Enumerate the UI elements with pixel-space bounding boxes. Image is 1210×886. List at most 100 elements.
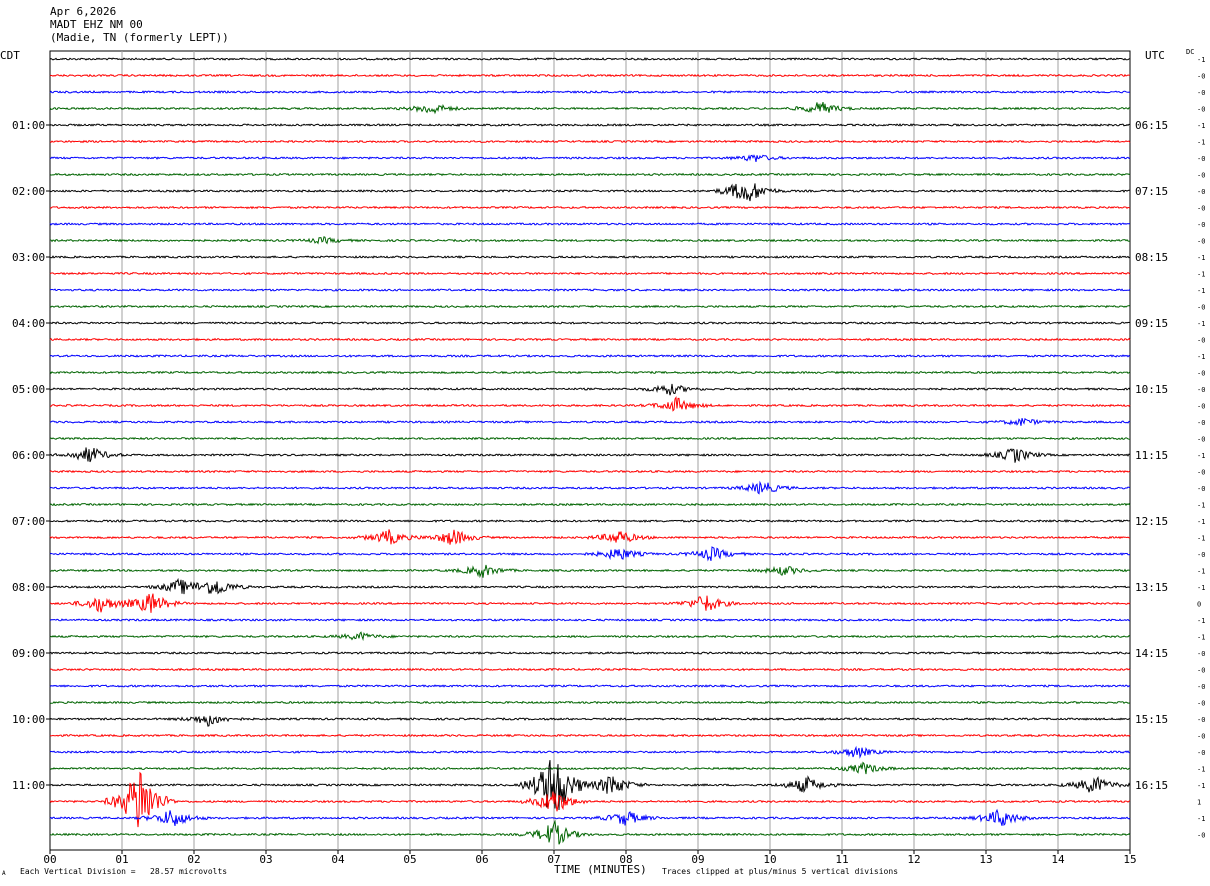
dc-value: -1 [1197,320,1205,328]
dc-value: -1 [1197,254,1205,262]
trace-green [49,631,1131,642]
dc-value: -0 [1197,683,1205,691]
dc-value: 0 [1197,601,1201,609]
dc-value: -1 [1197,56,1205,64]
dc-value: -1 [1197,353,1205,361]
x-tick-label: 08 [619,853,632,866]
trace-black [49,321,1131,325]
trace-blue [49,154,1131,163]
trace-black [49,183,1130,202]
dc-value: -0 [1197,436,1205,444]
dc-value: -1 [1197,568,1205,576]
dc-value: -0 [1197,304,1205,312]
dc-value: -1 [1197,617,1205,625]
left-timezone-label: CDT [0,49,20,62]
dc-value: -1 [1197,122,1205,130]
dc-value: -1 [1197,271,1205,279]
left-hour-label: 11:00 [12,779,45,792]
trace-blue [49,480,1131,495]
dc-value: -0 [1197,155,1205,163]
right-hour-label: 07:15 [1135,185,1168,198]
dc-value: -0 [1197,73,1205,81]
dc-value: -0 [1197,106,1205,114]
trace-blue [49,808,1131,826]
trace-blue [49,222,1131,226]
right-hour-label: 13:15 [1135,581,1168,594]
dc-value: -0 [1197,469,1205,477]
dc-value: -0 [1197,716,1205,724]
trace-black [49,123,1131,127]
dc-value: -1 [1197,287,1205,295]
trace-green [49,502,1131,507]
dc-value: -0 [1197,485,1205,493]
trace-black [49,447,1131,463]
x-tick-label: 05 [403,853,416,866]
left-hour-label: 03:00 [12,251,45,264]
x-tick-label: 13 [979,853,992,866]
left-hour-label: 07:00 [12,515,45,528]
trace-black [50,519,1131,523]
header-station: MADT EHZ NM 00 [50,18,143,31]
right-hour-label: 10:15 [1135,383,1168,396]
corner-mark: A [2,870,6,877]
trace-red [49,469,1131,474]
left-hour-label: 10:00 [12,713,45,726]
trace-blue [49,684,1131,688]
plot-border [49,50,1131,851]
left-hour-label: 05:00 [12,383,45,396]
dc-value: -0 [1197,700,1205,708]
trace-red [49,733,1131,738]
right-hour-label: 08:15 [1135,251,1168,264]
trace-red [49,337,1131,342]
dc-value: -1 [1197,782,1205,790]
dc-value: -1 [1197,815,1205,823]
trace-blue [49,90,1131,94]
left-hour-label: 02:00 [12,185,45,198]
right-hour-label: 06:15 [1135,119,1168,132]
right-hour-label: 12:15 [1135,515,1168,528]
trace-black [49,651,1131,655]
dc-value: -0 [1197,403,1205,411]
x-axis-label: TIME (MINUTES) [554,863,647,876]
trace-blue [49,354,1131,358]
dc-value: -0 [1197,667,1205,675]
trace-green [49,761,1131,775]
dc-value: -1 [1197,518,1205,526]
dc-label: DC [1186,48,1195,56]
trace-red [49,205,1131,210]
trace-green [49,564,1130,579]
dc-value: -1 [1197,766,1205,774]
trace-black [49,383,1131,396]
right-hour-label: 14:15 [1135,647,1168,660]
right-hour-label: 09:15 [1135,317,1168,330]
dc-value: -0 [1197,733,1205,741]
trace-red [49,271,1131,276]
right-hour-label: 16:15 [1135,779,1168,792]
x-tick-label: 09 [691,853,704,866]
dc-value: -1 [1197,634,1205,642]
x-tick-label: 15 [1123,853,1136,866]
dc-value: -1 [1197,139,1205,147]
trace-black [50,255,1131,259]
trace-blue [49,288,1131,292]
dc-value: 1 [1197,799,1201,807]
left-hour-label: 04:00 [12,317,45,330]
header-location: (Madie, TN (formerly LEPT)) [50,31,229,44]
left-hour-label: 06:00 [12,449,45,462]
trace-black [49,760,1131,811]
trace-green [49,370,1131,375]
trace-green [49,236,1131,245]
left-hour-label: 08:00 [12,581,45,594]
trace-blue [49,546,1130,562]
trace-green [49,172,1131,177]
left-hour-label: 09:00 [12,647,45,660]
x-tick-label: 07 [547,853,560,866]
trace-red [49,73,1131,78]
dc-value: -0 [1197,89,1205,97]
dc-value: -1 [1197,452,1205,460]
trace-green [49,819,1131,845]
trace-red [49,529,1131,545]
trace-green [49,436,1131,441]
x-tick-label: 01 [115,853,128,866]
